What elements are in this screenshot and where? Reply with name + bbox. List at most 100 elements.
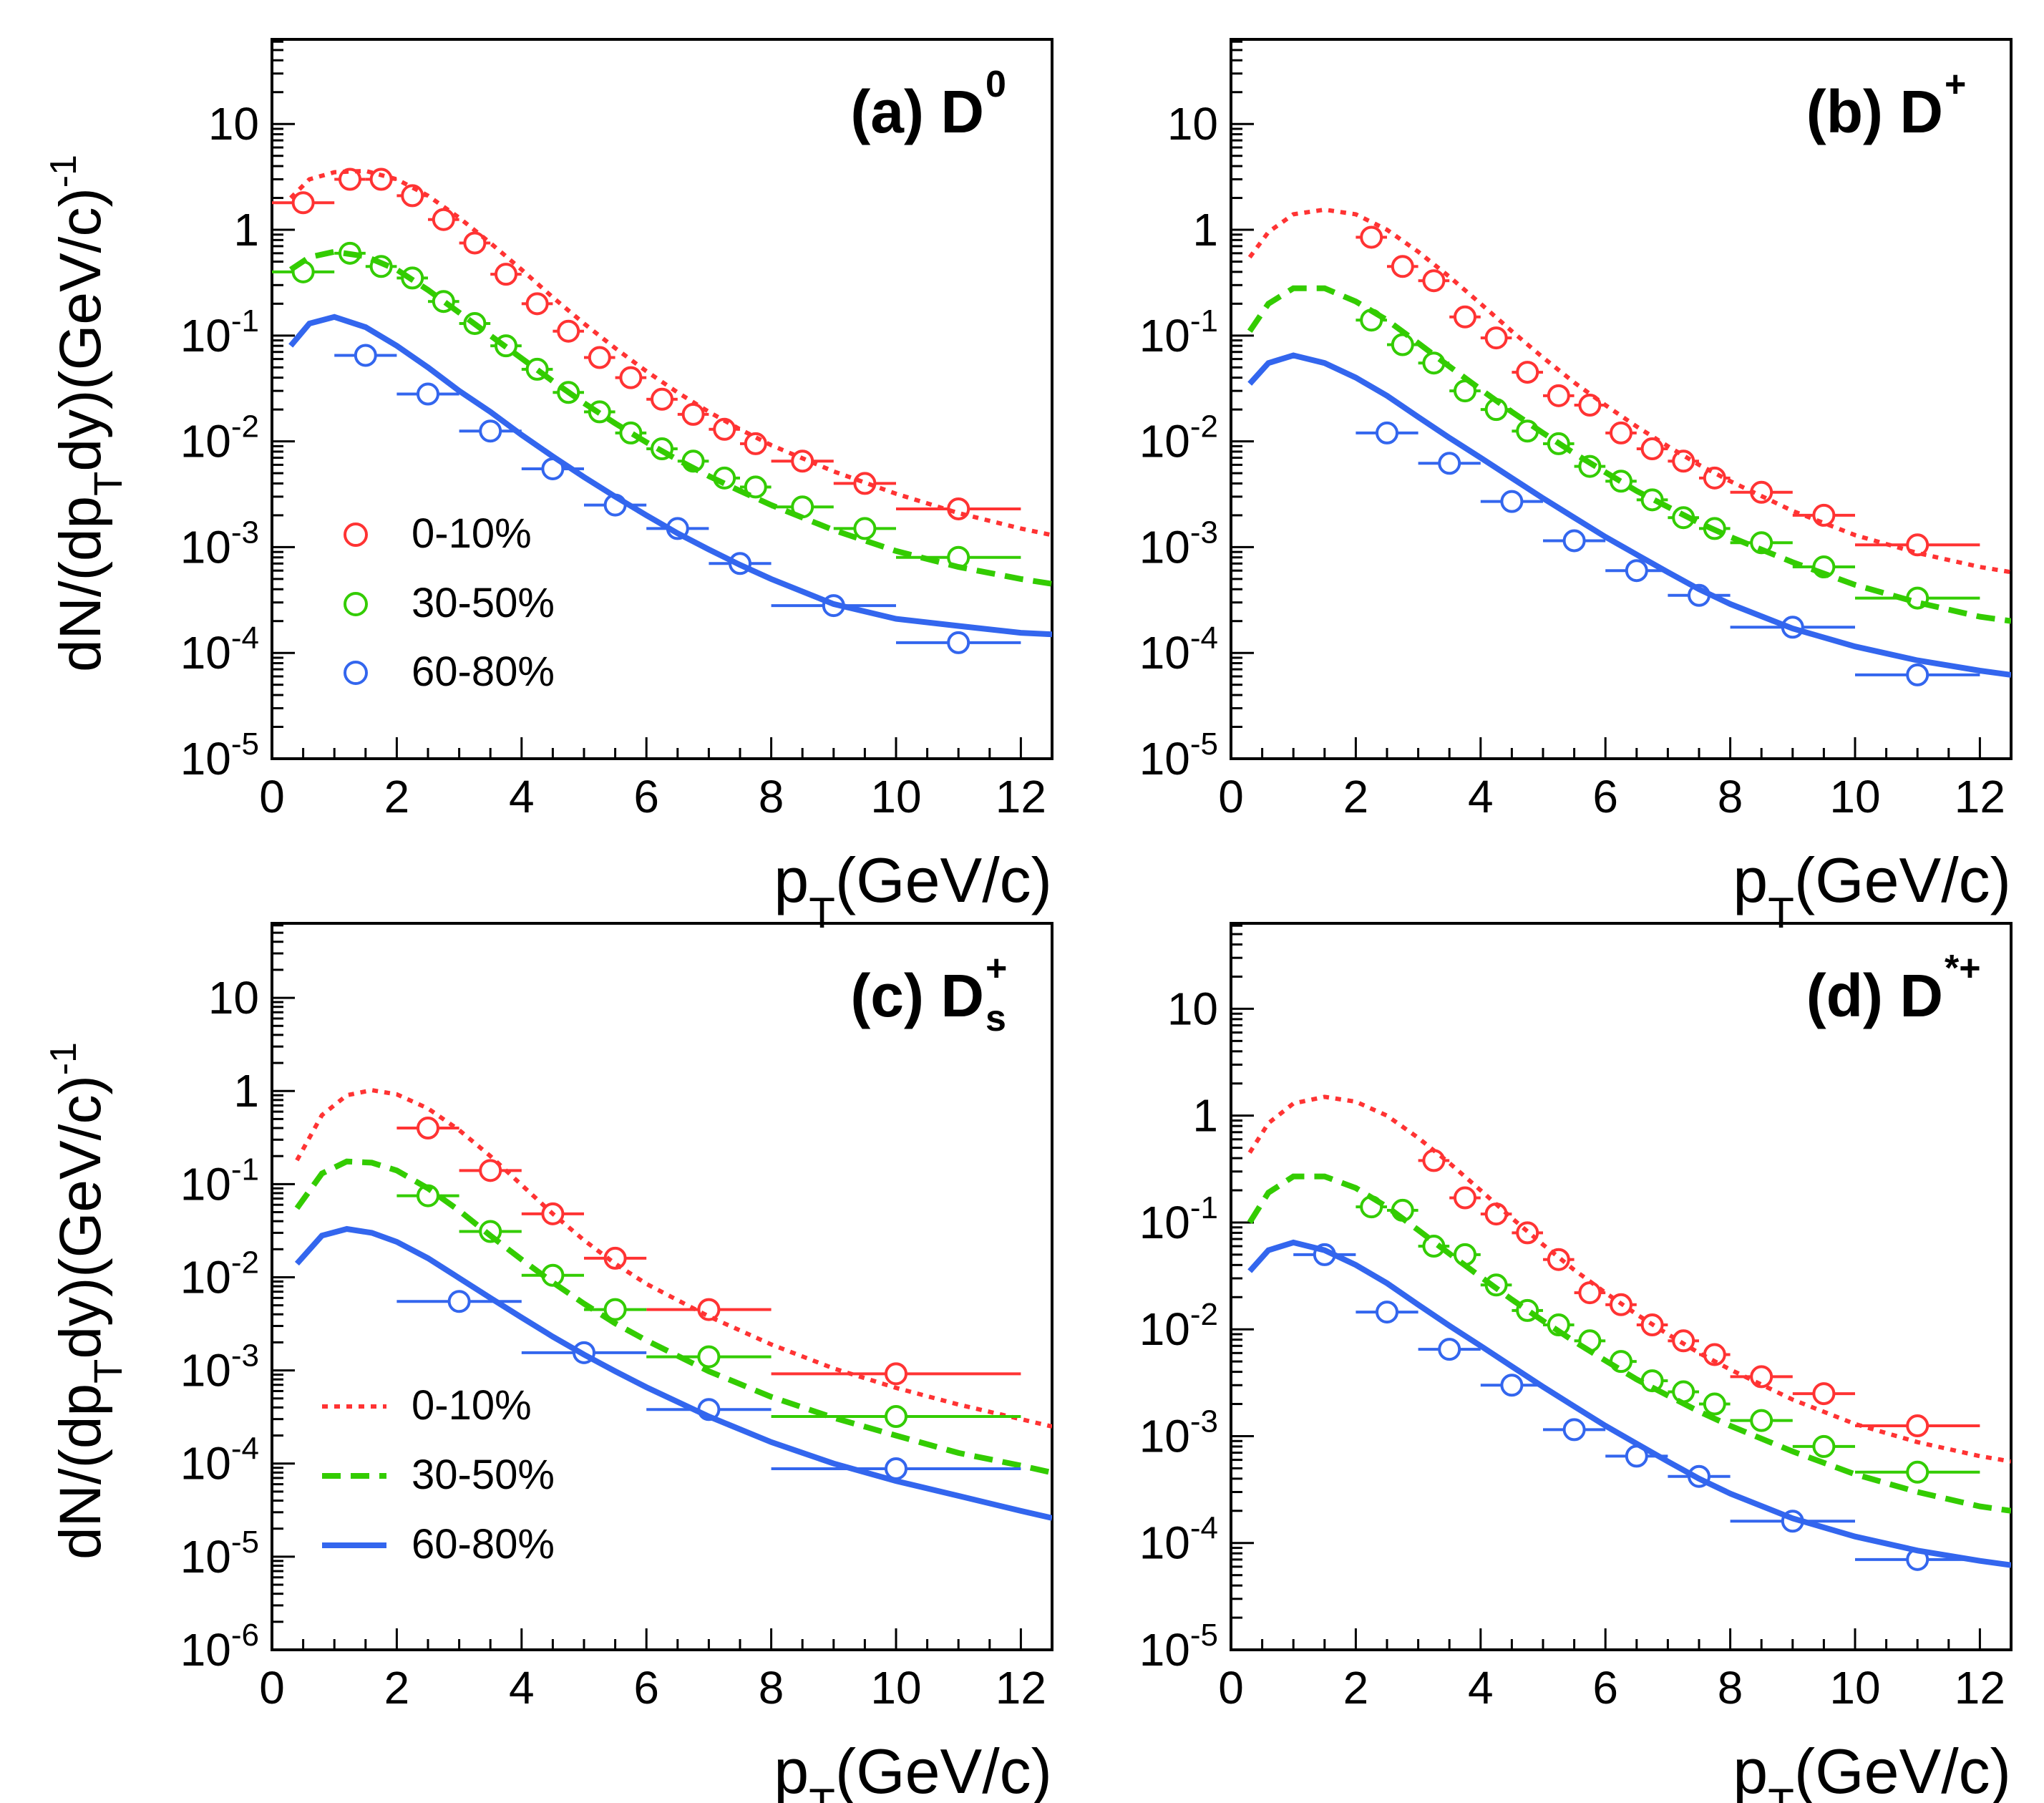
data-point [1668,1380,1699,1404]
marker [541,1202,565,1225]
marker [1610,1350,1632,1374]
data-point [1855,586,1980,610]
y-tick-label: 10 [208,98,259,150]
model-curve-60-80% [1247,352,2011,678]
data-point [1636,488,1668,512]
data-point [1730,531,1793,555]
marker [1906,586,1929,610]
model-curve-0-10% [1247,1094,2011,1464]
marker [401,266,424,290]
marker [744,432,767,455]
marker [947,497,970,520]
marker [479,419,502,443]
data-point [1855,663,1980,686]
data-point [490,263,522,286]
data-point [1543,1313,1575,1337]
x-tick-label: 6 [633,771,659,822]
data-point [1387,333,1418,356]
data-point [1418,1149,1450,1172]
data-point [771,449,834,473]
y-tick-label: 10 [208,972,259,1024]
data-point [521,1263,584,1287]
marker [1672,449,1695,473]
data-point [771,495,834,519]
legend-marker [344,523,368,547]
marker [1547,1248,1570,1271]
marker [541,1263,565,1287]
marker [1812,503,1836,527]
y-tick-label: 10-3 [1139,1404,1218,1462]
y-tick-label: 10-4 [180,621,259,679]
x-tick-label: 4 [1468,771,1494,822]
data-point [584,1246,647,1270]
data-point [1356,225,1387,249]
marker [1672,1329,1695,1353]
marker [1812,1382,1836,1406]
data-point [1356,1301,1418,1324]
marker [1625,1444,1648,1468]
data-point [1293,1243,1356,1266]
marker [1391,1198,1414,1222]
legend-label: 60-80% [412,1521,555,1568]
plot-frame [271,38,1053,760]
y-tick-label: 10-1 [1139,303,1218,361]
data-point [459,1220,522,1243]
plot-area [1247,207,2011,686]
data-point [771,1362,1021,1386]
marker [1750,480,1773,504]
model-curve-60-80% [294,1225,1052,1521]
marker [1906,663,1929,686]
marker [1703,466,1726,490]
legend-label: 60-80% [412,648,555,695]
marker [1547,1313,1570,1337]
data-point [771,594,896,618]
data-point [1543,1248,1575,1271]
data-point [771,1457,1021,1480]
marker [525,292,549,316]
x-tick-label: 6 [1592,771,1618,822]
marker [354,344,377,367]
marker [1422,1149,1446,1172]
marker [291,191,315,215]
x-tick-label: 8 [759,771,784,822]
data-point [396,1184,459,1207]
data-point [396,382,459,406]
data-point [396,184,428,208]
marker [1547,384,1570,407]
data-point [1543,384,1575,407]
data-point [334,344,397,367]
marker [432,290,455,314]
marker [1610,421,1632,444]
marker [369,167,393,191]
data-point [1605,470,1637,493]
data-point [1418,1338,1481,1361]
y-tick-label: 10 [1167,98,1218,150]
y-tick-label: 10-2 [1139,409,1218,467]
data-point [459,311,491,335]
data-point [1512,361,1543,384]
marker [1578,1329,1602,1353]
x-tick-label: 2 [1343,1662,1369,1714]
data-point [740,475,772,499]
data-point [1418,269,1450,293]
data-point [1636,1369,1668,1393]
y-axis-label: dN/(dpTdy)(GeV/c)-1 [43,155,130,672]
data-point [1418,351,1450,375]
data-point [521,292,553,316]
plot-area [294,1088,1052,1521]
data-point [428,208,459,231]
data-point [1512,1298,1543,1322]
marker [1500,490,1524,513]
data-point [584,400,615,424]
model-curve-30-50% [288,248,1052,587]
y-tick-label: 10-4 [180,1432,259,1489]
x-tick-label: 0 [1218,771,1244,822]
panel-title: (a) D [850,78,984,145]
data-point [1512,419,1543,443]
panel-title-superscript: 0 [986,64,1006,105]
marker [1703,1343,1726,1366]
panel-c: 0 2 4 6 8 10 12 10-6 10-5 10-4 10-3 10-2 10-1 1 10 (c) … [43,922,1053,1803]
marker [401,184,424,208]
marker [557,319,580,343]
